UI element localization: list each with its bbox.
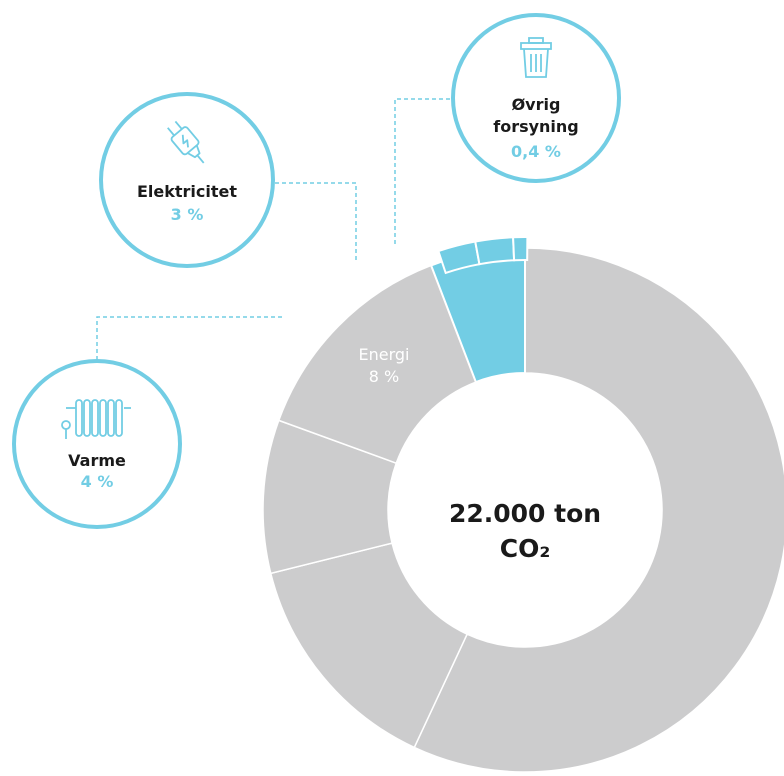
trash-can-icon	[520, 37, 552, 78]
legend-title: Varme	[68, 451, 126, 470]
radiator-icon	[61, 399, 131, 439]
grey-segment	[413, 247, 784, 773]
center-label-line2: CO₂	[500, 534, 551, 563]
ovrig-forsyning-subslice	[512, 236, 529, 262]
legend-value: 3 %	[171, 205, 204, 224]
legend-value: 4 %	[81, 472, 114, 491]
legend-title: Øvrig	[512, 95, 561, 114]
center-label-line1: 22.000 ton	[449, 499, 601, 528]
grey-segments	[262, 247, 784, 773]
grey-segment	[269, 542, 469, 749]
legend-circle-ovrig: Øvrig forsyning 0,4 %	[451, 13, 621, 183]
energy-slice-value: 8 %	[369, 367, 399, 386]
energy-slice-label: Energi	[359, 345, 410, 364]
legend-value: 0,4 %	[511, 142, 561, 161]
legend-circle-varme: Varme 4 %	[12, 359, 182, 529]
legend-circle-ring	[99, 92, 275, 268]
legend-circle-ring	[451, 13, 621, 183]
connector-line	[275, 182, 357, 260]
connector-lines	[96, 98, 450, 362]
plug-icon	[167, 120, 205, 164]
legend-title: forsyning	[493, 117, 579, 136]
connector-line	[96, 316, 282, 362]
legend-circle-el: Elektricitet 3 %	[99, 92, 275, 268]
connector-line	[394, 98, 450, 244]
energy-segment-group	[429, 236, 529, 384]
legend-circles: Varme 4 % Elektricitet 3 % Øvrig forsyning 0,4…	[12, 13, 621, 529]
elektricitet-subslice	[474, 236, 516, 266]
legend-title: Elektricitet	[137, 182, 237, 201]
legend-circle-ring	[12, 359, 182, 529]
